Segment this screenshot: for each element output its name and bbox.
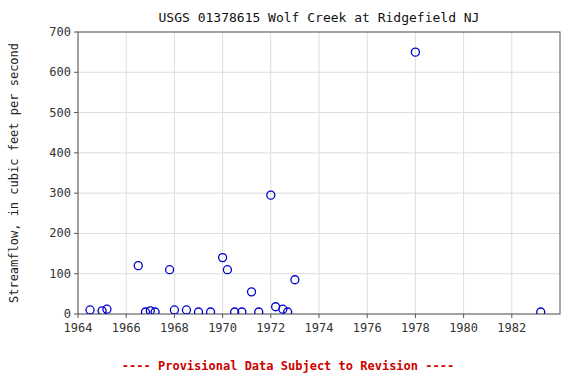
grid [78,32,560,314]
point [223,266,231,274]
tick-label: 500 [49,106,71,120]
point [284,308,292,314]
grid-line [319,32,320,314]
chart: 1964 1966 1968 1970 1972 1974 1976 1978 1980 1982… [0,0,576,384]
tick-label: 0 [64,307,71,321]
point [291,276,299,284]
point [103,305,111,313]
tick-label: 1968 [160,321,189,335]
point [207,308,215,314]
grid-line [78,72,560,73]
grid-line [511,32,512,314]
tick [74,112,78,113]
tick [74,233,78,234]
grid-line [415,32,416,314]
grid-line [78,193,560,194]
tick-label: 700 [49,25,71,39]
grid-line [78,152,560,153]
tick [415,314,416,318]
points [86,48,545,314]
tick [222,314,223,318]
point [195,308,203,314]
point [537,308,545,314]
axes: 1964 1966 1968 1970 1972 1974 1976 1978 1980 1982… [49,25,560,335]
tick-label: 200 [49,226,71,240]
tick [74,72,78,73]
tick [74,314,78,315]
point [255,308,263,314]
tick-label: 100 [49,267,71,281]
point [238,308,246,314]
tick [126,314,127,318]
tick-label: 1972 [256,321,285,335]
grid-line [174,32,175,314]
plot-frame [78,32,560,314]
tick-label: 1978 [401,321,430,335]
grid-line [126,32,127,314]
grid-line [463,32,464,314]
tick-label: 1970 [208,321,237,335]
tick [270,314,271,318]
point [267,191,275,199]
tick-label: 600 [49,65,71,79]
point [170,306,178,314]
point [141,308,149,314]
tick [78,314,79,318]
tick-label: 1982 [497,321,526,335]
tick [74,193,78,194]
tick-label: 1974 [305,321,334,335]
tick [74,152,78,153]
tick [367,314,368,318]
y-axis-label: Streamflow, in cubic feet per second [7,43,21,303]
grid-line [367,32,368,314]
tick-label: 400 [49,146,71,160]
grid-line [78,273,560,274]
tick-label: 1976 [353,321,382,335]
grid-line [78,112,560,113]
tick [319,314,320,318]
point [411,48,419,56]
tick-label: 1964 [64,321,93,335]
point [219,254,227,262]
point [151,308,159,314]
point [166,266,174,274]
point [182,306,190,314]
point [248,288,256,296]
point [134,262,142,270]
tick [74,273,78,274]
tick-label: 1980 [449,321,478,335]
title: USGS 01378615 Wolf Creek at Ridgefield N… [159,10,480,25]
tick [511,314,512,318]
footer-note: ---- Provisional Data Subject to Revisio… [122,359,454,373]
tick-label: 300 [49,186,71,200]
tick [174,314,175,318]
point [86,306,94,314]
tick-label: 1966 [112,321,141,335]
grid-line [78,233,560,234]
tick [74,32,78,33]
tick [463,314,464,318]
grid-line [270,32,271,314]
grid-line [222,32,223,314]
